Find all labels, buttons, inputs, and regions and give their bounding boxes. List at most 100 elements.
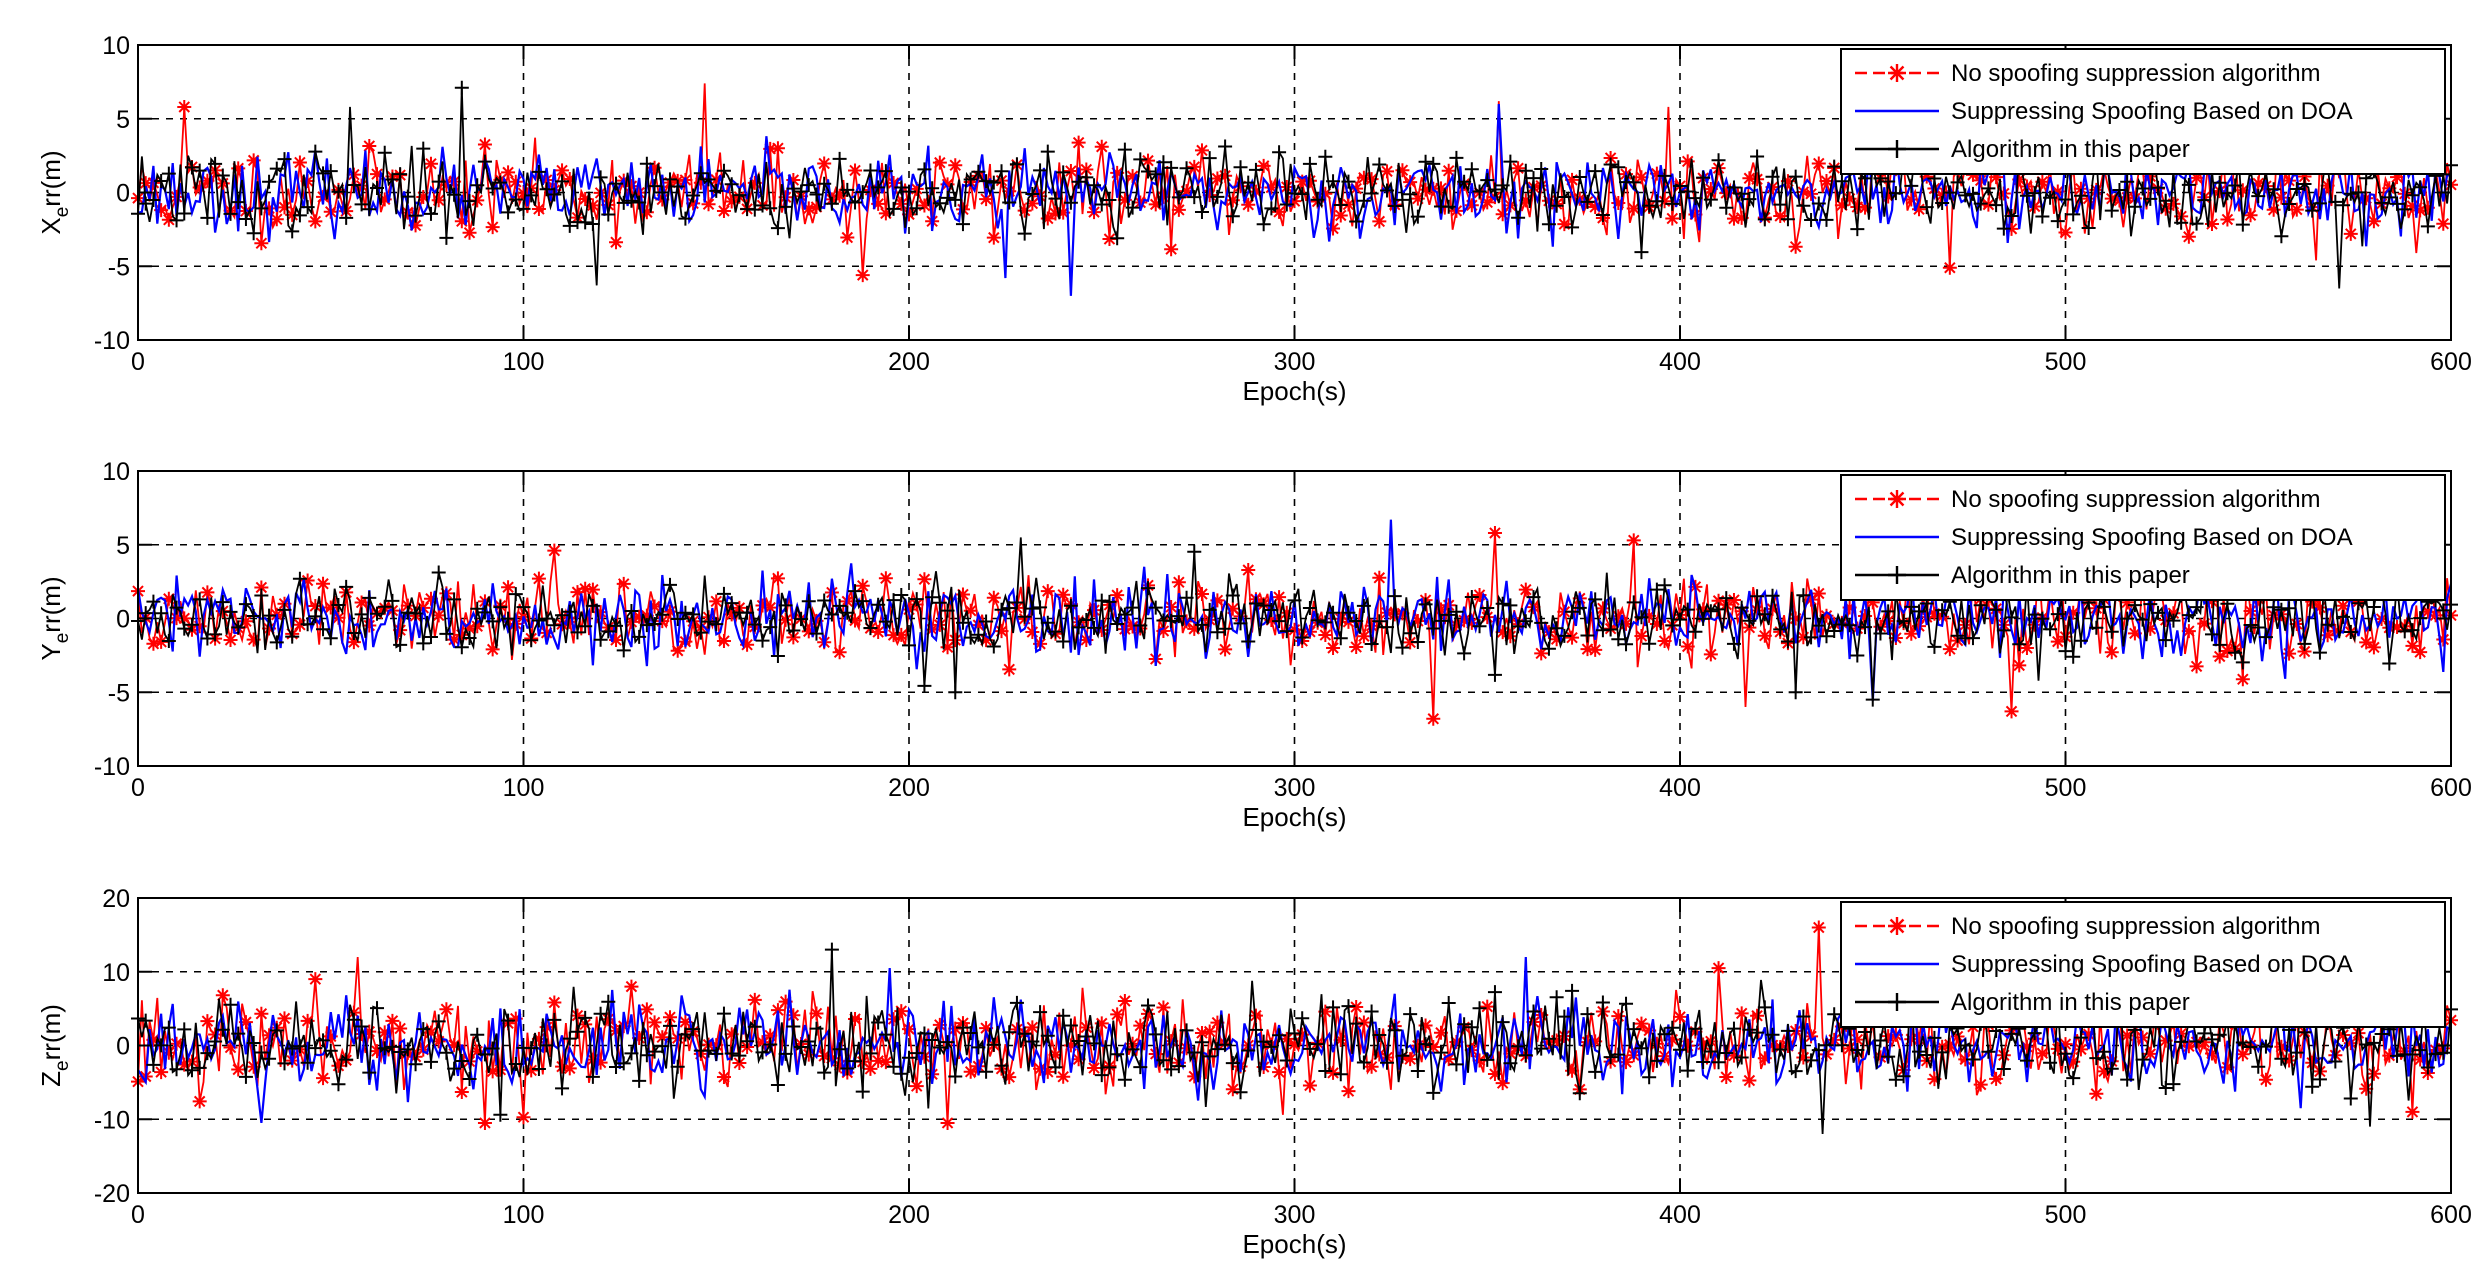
data-marker: [1063, 164, 1078, 179]
data-marker: [2274, 1039, 2289, 1054]
data-marker: [516, 201, 531, 216]
data-marker: [986, 639, 1001, 654]
data-marker: [632, 1073, 647, 1088]
data-marker: [2274, 190, 2289, 205]
data-marker: [1611, 196, 1626, 211]
data-marker: [169, 611, 184, 626]
data-marker: [1310, 613, 1325, 628]
data-marker: [2181, 177, 2196, 192]
data-marker: [2312, 600, 2327, 615]
data-marker: [215, 168, 230, 183]
x-tick-label: 500: [2045, 1201, 2087, 1229]
data-marker: [1356, 193, 1371, 208]
data-marker: [2212, 184, 2227, 199]
data-marker: [1079, 1029, 1094, 1044]
data-marker: [269, 161, 284, 176]
data-marker: [1148, 197, 1163, 212]
data-marker: [2413, 611, 2428, 626]
data-marker: [362, 590, 377, 605]
data-marker: [516, 186, 531, 201]
data-marker: [2058, 1037, 2073, 1052]
data-marker: [1942, 185, 1957, 200]
data-marker: [416, 190, 431, 205]
data-marker: [2081, 1027, 2096, 1042]
data-marker: [1703, 1034, 1718, 1049]
data-marker: [1225, 588, 1240, 603]
data-marker: [346, 1012, 361, 1027]
data-marker: [1079, 170, 1094, 185]
data-marker: [562, 1061, 577, 1076]
data-marker: [2228, 178, 2243, 193]
data-marker: [2204, 627, 2219, 642]
data-marker: [501, 205, 516, 220]
data-marker: [1827, 1007, 1842, 1022]
data-marker: [2158, 1081, 2173, 1095]
data-marker: [2035, 174, 2050, 189]
data-marker: [1719, 200, 1734, 215]
data-marker: [1487, 667, 1502, 682]
data-marker: [2251, 1059, 2266, 1074]
data-marker: [2305, 594, 2320, 609]
data-marker: [2174, 215, 2189, 230]
y-tick-label: -5: [108, 679, 130, 707]
data-marker: [1626, 1022, 1641, 1037]
y-tick-label: 10: [102, 32, 130, 60]
data-marker: [1349, 614, 1364, 629]
data-marker: [177, 611, 192, 626]
data-marker: [331, 184, 346, 199]
data-marker: [570, 1008, 585, 1023]
data-marker: [2158, 1033, 2173, 1048]
x-axis-label: Epoch(s): [1242, 1229, 1346, 1259]
data-marker: [339, 579, 354, 594]
data-marker: [1657, 633, 1672, 648]
data-marker: [2305, 203, 2320, 218]
data-marker: [1703, 1044, 1718, 1059]
data-marker: [2312, 645, 2327, 660]
data-marker: [1441, 199, 1456, 214]
data-marker: [1981, 1044, 1996, 1059]
data-marker: [724, 607, 739, 622]
x-tick-label: 100: [503, 774, 545, 802]
data-marker: [716, 1070, 731, 1085]
data-marker: [1210, 625, 1225, 640]
data-marker: [1110, 231, 1125, 246]
data-marker: [277, 1056, 292, 1071]
data-marker: [770, 1003, 785, 1018]
data-marker: [277, 1011, 292, 1026]
data-marker: [1256, 598, 1271, 613]
data-marker: [192, 592, 207, 607]
data-marker: [2328, 623, 2343, 638]
data-marker: [161, 591, 176, 606]
data-marker: [1588, 592, 1603, 607]
data-marker: [955, 217, 970, 232]
data-marker: [1711, 1055, 1726, 1070]
data-marker: [902, 184, 916, 199]
data-marker: [1441, 163, 1456, 178]
data-marker: [1989, 602, 2004, 617]
data-marker: [1850, 222, 1865, 237]
data-marker: [346, 1005, 361, 1020]
data-marker: [2328, 1054, 2343, 1069]
data-marker: [238, 1069, 253, 1084]
data-marker: [1811, 618, 1826, 633]
data-marker: [1079, 162, 1094, 177]
data-marker: [979, 614, 994, 629]
data-marker: [2066, 605, 2081, 620]
data-marker: [1033, 1061, 1048, 1076]
data-marker: [308, 144, 323, 159]
data-marker: [609, 618, 624, 633]
data-marker: [1063, 598, 1078, 613]
data-marker: [616, 1056, 631, 1071]
data-marker: [1719, 1046, 1734, 1061]
data-marker: [547, 543, 562, 558]
data-marker: [770, 648, 785, 663]
data-marker: [246, 632, 261, 647]
data-marker: [1333, 1032, 1348, 1047]
data-marker: [2166, 1077, 2181, 1092]
data-marker: [531, 1061, 546, 1076]
data-marker: [238, 212, 253, 227]
data-marker: [2312, 1072, 2327, 1087]
data-marker: [1426, 1039, 1441, 1054]
data-marker: [709, 172, 724, 187]
data-marker: [1711, 593, 1726, 608]
